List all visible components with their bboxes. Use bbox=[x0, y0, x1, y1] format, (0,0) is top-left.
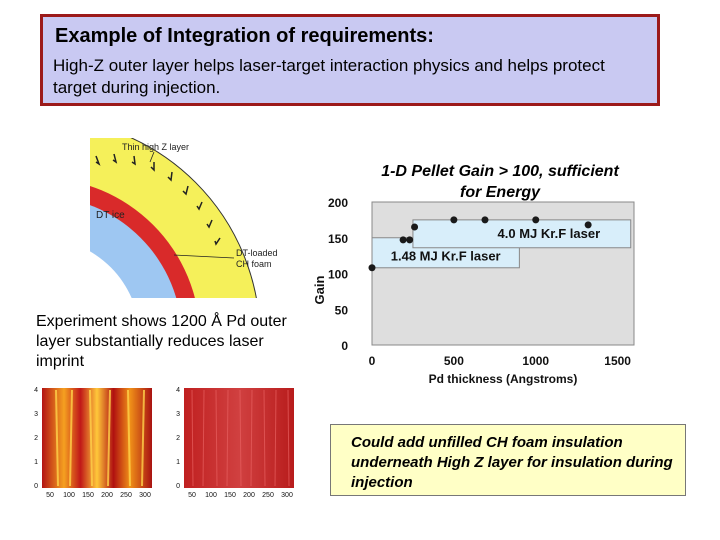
sim-x-tick: 50 bbox=[188, 492, 196, 499]
sim-x-tick: 300 bbox=[281, 492, 293, 499]
note-box: Could add unfilled CH foam insulation un… bbox=[330, 424, 686, 496]
sim-x-tick: 150 bbox=[82, 492, 94, 499]
header-subtitle: High-Z outer layer helps laser-target in… bbox=[53, 56, 605, 97]
chart-title: 1-D Pellet Gain > 100, sufficient for En… bbox=[381, 163, 619, 201]
y-tick-label: 150 bbox=[328, 232, 348, 246]
y-tick-label: 50 bbox=[335, 303, 349, 317]
series-label-4mj: 4.0 MJ Kr.F laser bbox=[498, 226, 601, 241]
sim-y-tick: 4 bbox=[176, 387, 180, 394]
data-point bbox=[368, 264, 376, 272]
gain-chart: 4.0 MJ Kr.F laser 1.48 MJ Kr.F laser 0 50 10… bbox=[312, 196, 635, 386]
sim-x-tick: 100 bbox=[63, 492, 75, 499]
y-tick-label: 0 bbox=[341, 339, 348, 353]
imprint-simulation-images: 4 3 2 1 0 50 100 150 200 250 300 4 3 2 1 0 50 100 150 200 25… bbox=[34, 387, 294, 499]
data-point bbox=[450, 216, 458, 224]
y-axis-label: Gain bbox=[312, 275, 327, 304]
sim-x-tick: 200 bbox=[243, 492, 255, 499]
sim-x-tick: 200 bbox=[101, 492, 113, 499]
sim-x-tick: 100 bbox=[205, 492, 217, 499]
simulation-image-left bbox=[42, 388, 152, 488]
x-tick-label: 500 bbox=[444, 354, 464, 368]
x-tick-label: 1500 bbox=[604, 354, 631, 368]
sim-x-tick: 300 bbox=[139, 492, 151, 499]
sim-y-tick: 2 bbox=[34, 435, 38, 442]
sim-y-tick: 0 bbox=[34, 483, 38, 490]
data-point bbox=[411, 223, 419, 231]
dt-ice-label: DT ice bbox=[96, 210, 125, 221]
data-point bbox=[584, 221, 592, 229]
note-text: Could add unfilled CH foam insulation un… bbox=[351, 434, 673, 491]
y-tick-label: 200 bbox=[328, 196, 348, 210]
sim-y-tick: 0 bbox=[176, 483, 180, 490]
data-point bbox=[481, 216, 489, 224]
data-point bbox=[532, 216, 540, 224]
series-box-4mj bbox=[412, 219, 632, 249]
y-tick-label: 100 bbox=[328, 268, 348, 282]
x-tick-label: 0 bbox=[369, 354, 376, 368]
sim-x-tick: 250 bbox=[262, 492, 274, 499]
header-box: Example of Integration of requirements: … bbox=[40, 14, 660, 106]
laser-arrows bbox=[95, 153, 221, 246]
simulation-image-right bbox=[184, 388, 294, 488]
header-title: Example of Integration of requirements: bbox=[55, 25, 434, 47]
sim-y-tick: 3 bbox=[34, 411, 38, 418]
foam-label-line1: DT-loaded bbox=[236, 248, 278, 258]
experiment-text: Experiment shows 1200 Å Pd outer layer s… bbox=[36, 313, 287, 370]
foam-label-line2: CH foam bbox=[236, 259, 272, 269]
sim-x-tick: 250 bbox=[120, 492, 132, 499]
sim-y-tick: 1 bbox=[34, 459, 38, 466]
series-label-1-48mj: 1.48 MJ Kr.F laser bbox=[391, 249, 501, 264]
thin-layer-label: Thin high Z layer bbox=[122, 142, 189, 152]
sim-x-tick: 150 bbox=[224, 492, 236, 499]
sim-x-tick: 50 bbox=[46, 492, 54, 499]
data-point bbox=[406, 236, 414, 244]
sim-y-tick: 2 bbox=[176, 435, 180, 442]
x-tick-label: 1000 bbox=[522, 354, 549, 368]
data-point bbox=[399, 236, 407, 244]
sim-y-tick: 1 bbox=[176, 459, 180, 466]
sim-y-tick: 3 bbox=[176, 411, 180, 418]
sim-y-tick: 4 bbox=[34, 387, 38, 394]
x-axis-label: Pd thickness (Angstroms) bbox=[429, 372, 578, 386]
target-layers-diagram: Thin high Z layer DT ice DT-loaded CH fo… bbox=[90, 138, 278, 298]
